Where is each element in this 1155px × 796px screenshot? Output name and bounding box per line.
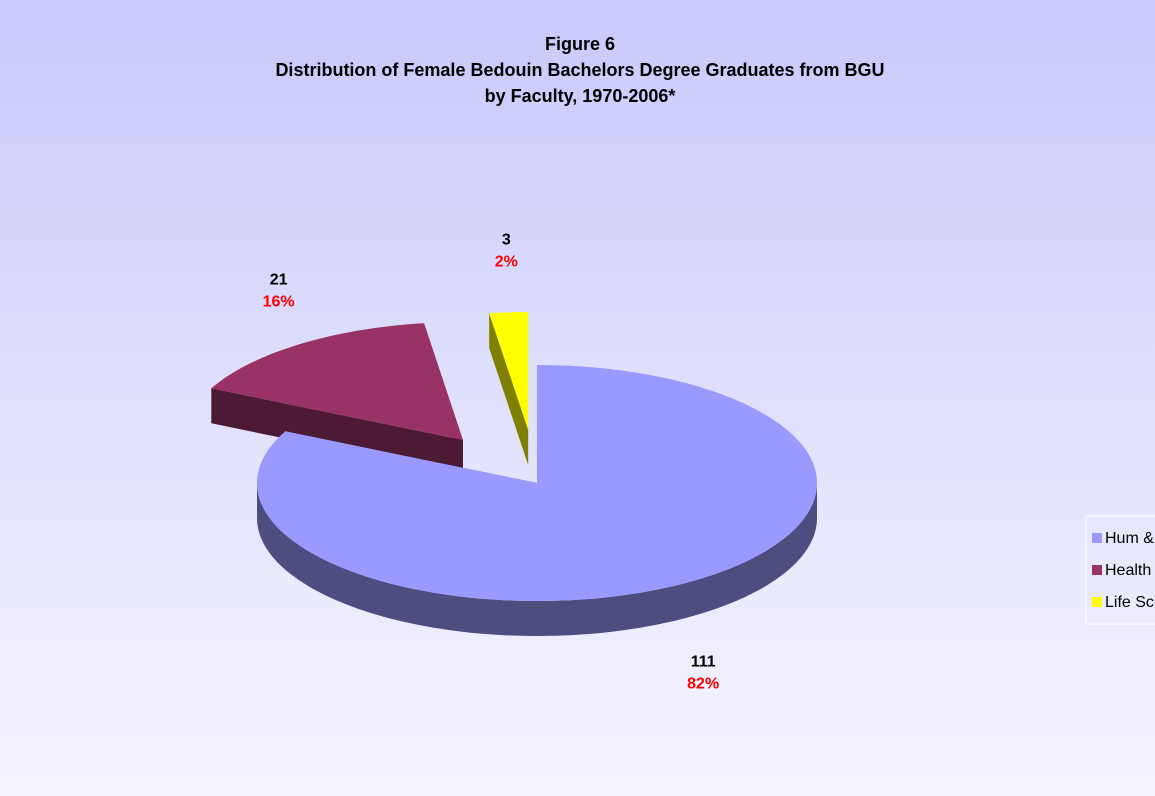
legend-swatch — [1092, 565, 1102, 575]
slice-wall — [211, 388, 463, 475]
chart-title: by Faculty, 1970-2006* — [485, 86, 676, 106]
legend-label: Life Sciences — [1105, 594, 1155, 611]
legend: Hum & Soc Sci Health Sci Life Sciences — [1085, 515, 1155, 625]
pie-slice — [211, 323, 463, 440]
value-label: 21 — [270, 271, 288, 288]
slice-wall — [489, 313, 529, 465]
legend-swatch — [1092, 597, 1102, 607]
pie-slice — [489, 312, 529, 430]
percent-label: 82% — [687, 675, 719, 692]
pie-slice — [257, 365, 817, 601]
percent-label: 2% — [495, 253, 518, 270]
legend-label: Health Sci — [1105, 562, 1155, 579]
slice-side — [257, 483, 817, 636]
legend-box — [1085, 515, 1155, 625]
chart-title: Figure 6 — [545, 34, 615, 54]
legend-swatch — [1092, 533, 1102, 543]
percent-label: 16% — [263, 293, 295, 310]
pie: 111 82% 21 16% 3 2% — [211, 231, 817, 692]
legend-label: Hum & Soc Sci — [1105, 530, 1155, 547]
value-label: 111 — [691, 653, 716, 670]
value-label: 3 — [502, 231, 511, 248]
chart-title: Distribution of Female Bedouin Bachelors… — [275, 60, 884, 80]
